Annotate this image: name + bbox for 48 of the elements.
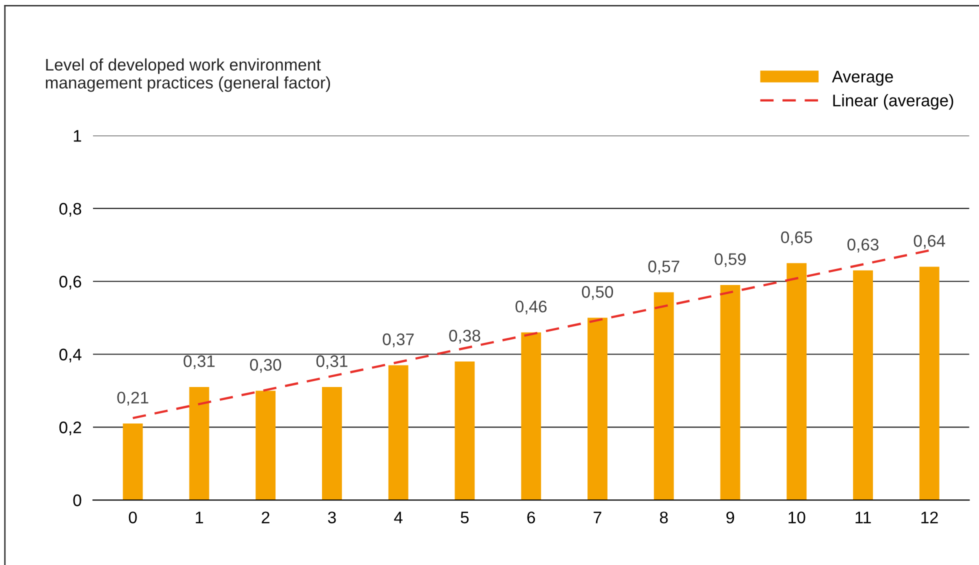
bar [588, 318, 608, 500]
x-tick-label: 12 [921, 512, 938, 524]
legend-label: Average [832, 70, 893, 86]
x-tick-label: 7 [594, 512, 602, 524]
x-tick-label: 11 [856, 512, 871, 524]
data-label: 0,46 [516, 300, 547, 314]
bar [256, 390, 276, 500]
y-tick-label: 0,6 [59, 276, 82, 290]
bar [919, 266, 940, 500]
data-label: 0,59 [714, 253, 746, 268]
data-label: 0,38 [449, 330, 480, 344]
data-label: 0,65 [781, 231, 812, 246]
y-axis-title: Level of developed work environment management practices (general factor) [46, 58, 330, 92]
x-tick-label: 6 [527, 512, 536, 524]
bar [853, 270, 873, 500]
x-tick-label: 2 [262, 512, 270, 524]
bar [654, 292, 674, 500]
y-tick-label: 0,2 [59, 422, 82, 436]
data-label: 0,30 [250, 358, 282, 373]
data-label: 0,37 [382, 333, 414, 348]
data-label: 0,31 [184, 355, 215, 370]
x-tick-label: 1 [196, 512, 204, 524]
data-label: 0,57 [648, 260, 680, 274]
bar [388, 365, 408, 500]
bar [189, 387, 210, 500]
data-label: 0,63 [847, 238, 878, 252]
x-tick-label: 3 [328, 512, 336, 524]
legend-label: Linear (average) [833, 94, 954, 110]
x-tick-label: 5 [460, 512, 469, 524]
data-label: 0,31 [316, 355, 348, 370]
bar [454, 362, 475, 500]
y-tick-label: 0,4 [59, 348, 82, 362]
bar [720, 285, 740, 500]
x-tick-label: 9 [726, 512, 734, 524]
y-tick-label: 1 [74, 130, 82, 142]
x-tick-label: 4 [394, 512, 402, 524]
bar [521, 332, 542, 500]
data-label: 0,21 [117, 392, 148, 406]
x-tick-label: 8 [660, 512, 668, 524]
y-tick-label: 0,8 [59, 202, 82, 217]
x-tick-label: 0 [128, 512, 137, 524]
bar [786, 263, 807, 500]
bar [122, 423, 143, 500]
data-label: 0,64 [914, 235, 946, 249]
y-tick-label: 0 [73, 494, 82, 506]
x-tick-label: 10 [788, 512, 806, 524]
data-label: 0,50 [582, 286, 614, 300]
bar [322, 387, 342, 500]
